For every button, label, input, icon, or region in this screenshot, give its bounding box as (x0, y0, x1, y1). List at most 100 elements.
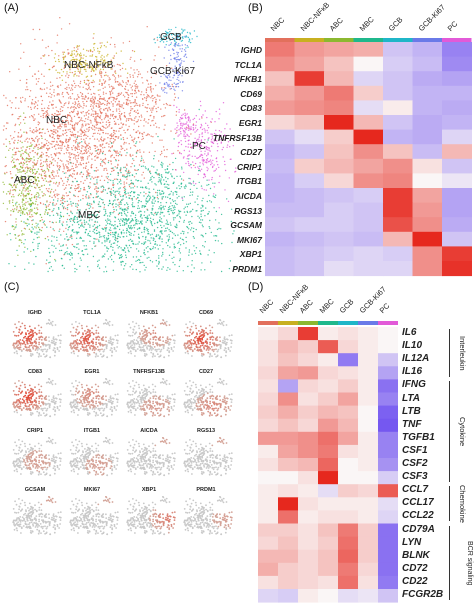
heatmap-b-row-label: CD83 (240, 103, 262, 114)
heatmap-d-cell (378, 523, 398, 538)
panel-d-label: (D) (248, 281, 264, 293)
heatmap-d-cell (358, 484, 379, 498)
heatmap-d-row-label: BLNK (402, 549, 430, 561)
heatmap-d-column-bar (278, 321, 298, 325)
heatmap-b-cell (294, 188, 325, 204)
heatmap-b-cell (265, 56, 295, 72)
heatmap-d-cell (278, 589, 299, 603)
heatmap-d-cell (378, 340, 398, 354)
heatmap-d-cell (278, 549, 299, 564)
heatmap-b-cell (412, 217, 443, 233)
heatmap-d-cell (378, 562, 398, 577)
heatmap-d-cell (338, 366, 359, 380)
heatmap-b-cell (412, 202, 443, 218)
heatmap-b-cell (324, 100, 354, 116)
heatmap-d-cell (358, 353, 379, 367)
heatmap-d-row-label: CSF3 (402, 471, 428, 483)
heatmap-d-cell (258, 405, 279, 420)
heatmap-b-cell (324, 231, 354, 247)
heatmap-d-cell (358, 536, 379, 551)
heatmap-d-cell (298, 589, 319, 603)
heatmap-b-cell (412, 261, 443, 277)
heatmap-d-cell (358, 471, 379, 485)
heatmap-d-cell (318, 327, 339, 341)
heatmap-d-cell (258, 589, 279, 603)
heatmap-d-column-bar (258, 321, 278, 325)
heatmap-d-cell (358, 431, 379, 446)
heatmap-d-cell (338, 549, 359, 564)
heatmap-b-cell (383, 246, 413, 262)
heatmap-b-cell (442, 42, 472, 58)
feature-plot (69, 378, 119, 418)
heatmap-d-group-label: Chemokine (458, 484, 467, 523)
feature-plot (12, 496, 62, 536)
heatmap-b-cell (442, 158, 472, 174)
heatmap-b-cell (442, 71, 472, 87)
heatmap-b-cell (265, 202, 295, 218)
heatmap-d-cell (298, 379, 319, 393)
heatmap-b-cell (324, 202, 354, 218)
heatmap-d-cell (258, 510, 279, 524)
heatmap-d-cell (278, 327, 299, 341)
heatmap-b-cell (294, 115, 325, 131)
feature-plot-title: GCSAM (24, 487, 46, 493)
heatmap-d-cell (318, 484, 339, 498)
heatmap-d-column-bar (358, 321, 378, 325)
heatmap-d-column-bar (378, 321, 398, 325)
heatmap-d-cell (358, 392, 379, 407)
heatmap-d (258, 321, 398, 603)
heatmap-b-column-label: NBC (268, 15, 287, 33)
heatmap-d-cell (258, 340, 279, 354)
heatmap-d-cell (298, 523, 319, 538)
heatmap-d-cell (318, 353, 339, 367)
heatmap-b-row-label: ITGB1 (236, 176, 262, 187)
cluster-label-nbc: NBC (46, 115, 68, 126)
heatmap-b-cell (294, 85, 325, 101)
heatmap-b-cell (294, 100, 325, 116)
heatmap-d-cell (338, 327, 359, 341)
heatmap-d-cell (258, 327, 279, 341)
heatmap-d-cell (318, 523, 339, 538)
heatmap-d-cell (338, 340, 359, 354)
heatmap-d-cell (298, 366, 319, 380)
feature-plot-title: PRDM1 (196, 487, 216, 493)
heatmap-b-cell (353, 202, 384, 218)
heatmap-d-cell (298, 353, 319, 367)
heatmap-d-cell (318, 575, 339, 590)
heatmap-b-cell (265, 115, 295, 131)
heatmap-d-column-bar (318, 321, 338, 325)
feature-plot (183, 437, 233, 477)
heatmap-d-row-label: CSF2 (402, 458, 428, 469)
heatmap-d-cell (318, 562, 339, 577)
heatmap-d-row-label: CD72 (402, 562, 428, 574)
heatmap-d-cell (378, 510, 398, 524)
heatmap-b-row-label: TCL1A (234, 59, 262, 70)
feature-plot (12, 319, 62, 359)
heatmap-d-cell (338, 379, 359, 393)
panel-c-label: (C) (4, 281, 20, 293)
umap-points-nbc (3, 17, 212, 256)
heatmap-d-cell (358, 589, 379, 603)
heatmap-b-cell (324, 56, 354, 72)
heatmap-d-cell (318, 392, 339, 407)
heatmap-b-cell (294, 173, 325, 189)
heatmap-b-cell (412, 115, 443, 131)
feature-plot-title: CD83 (27, 369, 43, 375)
heatmap-b-cell (383, 158, 413, 174)
heatmap-d-cell (338, 562, 359, 577)
heatmap-b-cell (324, 144, 354, 160)
heatmap-d-cell (318, 431, 339, 446)
heatmap-b-cell (383, 71, 413, 87)
heatmap-b-cell (294, 231, 325, 247)
heatmap-d-column-bar (338, 321, 358, 325)
heatmap-d-cell (298, 575, 319, 590)
heatmap-d-cell (338, 536, 359, 551)
feature-plot (126, 496, 176, 536)
heatmap-d-cell (278, 431, 299, 446)
heatmap-d-cell (318, 405, 339, 420)
heatmap-b-cell (412, 246, 443, 262)
heatmap-d-cell (278, 575, 299, 590)
heatmap-b-column-bar (442, 38, 472, 42)
feature-plot (12, 437, 62, 477)
heatmap-d-cell (378, 549, 398, 564)
